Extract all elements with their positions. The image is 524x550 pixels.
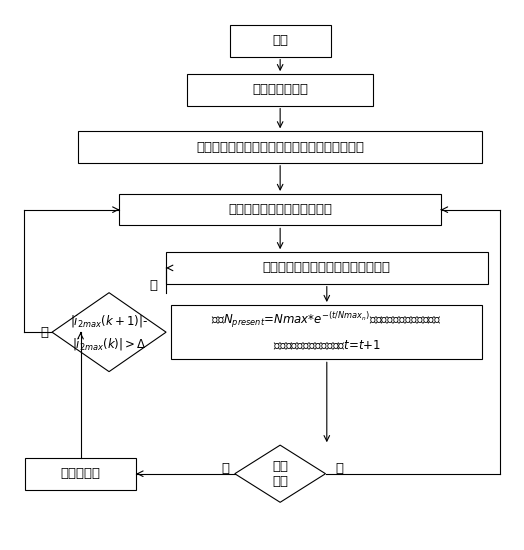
FancyBboxPatch shape: [171, 305, 482, 359]
FancyBboxPatch shape: [119, 194, 441, 225]
Text: 初始化各个参数: 初始化各个参数: [252, 84, 308, 96]
Text: 否: 否: [336, 462, 344, 475]
Text: $|i_{2max}(k)|$$>\Delta$: $|i_{2max}(k)|$$>\Delta$: [72, 336, 147, 352]
Text: 是: 是: [222, 462, 230, 475]
Polygon shape: [235, 445, 325, 502]
Text: 是: 是: [149, 279, 157, 293]
Text: 否: 否: [40, 326, 48, 339]
Text: 设定粒子最大规模和最小规模，初始化迭代次数: 设定粒子最大规模和最小规模，初始化迭代次数: [196, 141, 364, 153]
FancyBboxPatch shape: [166, 252, 487, 284]
Text: 找到并更新局部最优值和全局最优值: 找到并更新局部最优值和全局最优值: [263, 261, 391, 274]
Text: 每个粒子的速度和位置，令$t$=$t$+1: 每个粒子的速度和位置，令$t$=$t$+1: [273, 339, 381, 353]
Text: 按公$N_{present}$=$Nmax$$*$$e^{-(t/Nmax_n)}$更新粒子群规模，然后更新: 按公$N_{present}$=$Nmax$$*$$e^{-(t/Nmax_n)…: [211, 310, 442, 330]
FancyBboxPatch shape: [78, 131, 482, 163]
Text: 计算每个粒子的适应度函数值: 计算每个粒子的适应度函数值: [228, 203, 332, 216]
Text: 终止
条件: 终止 条件: [272, 460, 288, 488]
Text: $|i_{2max}(k+1)|$-: $|i_{2max}(k+1)|$-: [70, 314, 148, 329]
FancyBboxPatch shape: [187, 74, 374, 106]
Polygon shape: [52, 293, 166, 372]
FancyBboxPatch shape: [230, 25, 331, 57]
FancyBboxPatch shape: [25, 458, 136, 490]
Text: 开始: 开始: [272, 35, 288, 47]
Text: 输出频率值: 输出频率值: [61, 467, 101, 480]
